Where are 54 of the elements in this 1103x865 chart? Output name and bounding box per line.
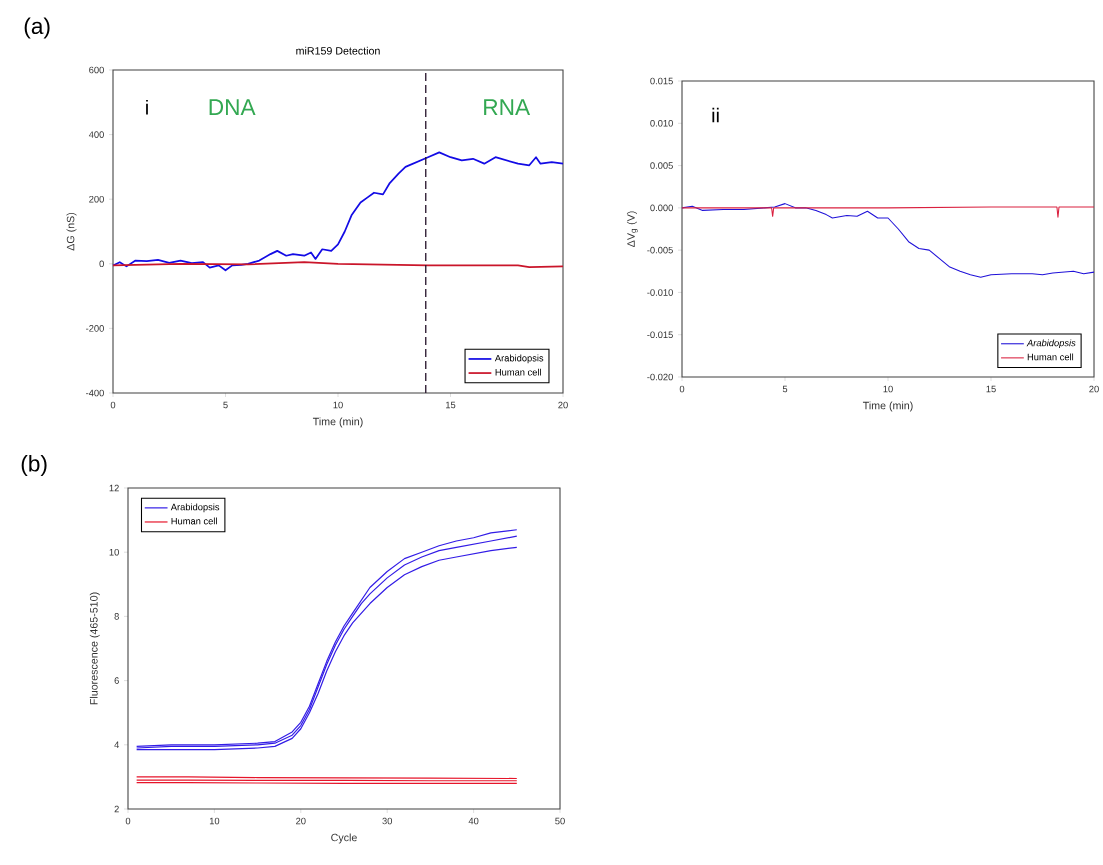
x-tick-label: 15	[446, 401, 456, 409]
x-tick-label: 10	[333, 401, 343, 409]
y-axis-title: Fluorescence (465-510)	[89, 592, 100, 705]
y-tick-label: 8	[114, 613, 119, 620]
x-tick-label: 20	[1089, 385, 1099, 393]
annotation: i	[146, 99, 148, 115]
legend-label: Arabidopsis	[494, 354, 544, 364]
y-tick-label: 0.010	[650, 119, 673, 127]
text: (a)	[24, 17, 50, 39]
x-tick-label: 20	[558, 401, 568, 409]
y-axis-title: ΔV$_{g}$ (V)	[626, 211, 638, 247]
y-tick-label: -0.005	[647, 246, 673, 254]
y-tick-label: 400	[88, 131, 104, 138]
y-tick-label: -0.015	[647, 331, 673, 339]
x-tick-label: 10	[883, 385, 893, 393]
y-tick-label: -0.010	[647, 289, 673, 296]
legend-label: Human cell	[171, 517, 217, 525]
y-tick-label: -0.020	[647, 373, 673, 381]
legend-label: Arabidopsis	[170, 503, 220, 513]
x-tick-label: 0	[125, 817, 131, 825]
y-tick-label: 12	[109, 484, 119, 492]
y-tick-label: 4	[114, 741, 120, 749]
y-tick-label: 200	[89, 195, 104, 203]
legend-label: Arabidopsis	[1026, 339, 1076, 349]
x-axis-title: Cycle	[331, 833, 357, 844]
x-tick-label: 0	[679, 385, 685, 393]
y-tick-label: 6	[114, 677, 119, 684]
x-tick-label: 30	[382, 817, 393, 825]
chart-title: miR159 Detection	[296, 46, 380, 55]
x-axis-title: Time (min)	[862, 401, 913, 412]
x-tick-label: 5	[782, 385, 788, 393]
y-axis-title: ΔG (nS)	[66, 212, 77, 251]
annotation: RNA	[484, 99, 531, 115]
x-tick-label: 50	[555, 817, 565, 825]
y-tick-label: 0.005	[650, 162, 673, 169]
text: (b)	[21, 454, 47, 477]
x-axis-title: Time (min)	[312, 417, 363, 428]
y-tick-label: 0	[99, 260, 104, 268]
y-tick-label: 10	[109, 548, 119, 556]
y-tick-label: 2	[114, 805, 119, 813]
y-tick-label: 0.015	[650, 77, 673, 85]
annotation: DNA	[209, 99, 256, 115]
y-tick-label: -200	[86, 325, 104, 332]
x-tick-label: 20	[296, 817, 306, 825]
legend-label: Human cell	[1027, 353, 1074, 361]
x-tick-label: 15	[986, 385, 996, 393]
annotation: ii	[712, 107, 719, 123]
x-tick-label: 40	[468, 817, 479, 825]
y-tick-label: 0.000	[650, 204, 673, 212]
x-tick-label: 5	[223, 401, 228, 409]
y-tick-label: -400	[86, 389, 104, 397]
legend-label: Human cell	[495, 368, 541, 376]
x-tick-label: 10	[209, 817, 220, 825]
y-tick-label: 600	[89, 66, 104, 74]
